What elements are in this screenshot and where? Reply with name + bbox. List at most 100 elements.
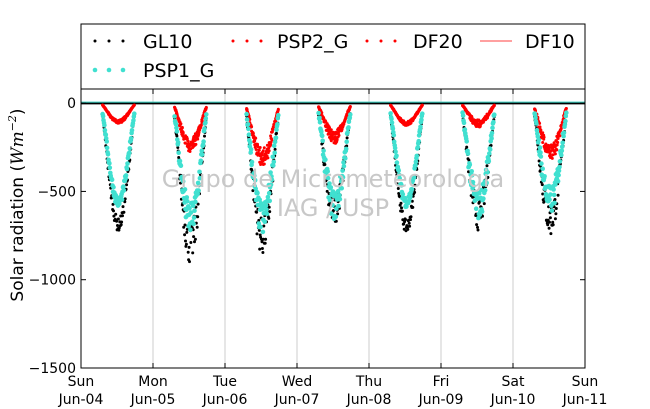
- point-PSP1_G-d4-5: [390, 126, 396, 131]
- point-PSP1_G-d4-19: [396, 172, 402, 178]
- point-GL10-d2-63: [273, 147, 277, 151]
- zero-reference: [81, 101, 585, 105]
- point-PSP2_G-d2-39: [262, 162, 266, 166]
- point-PSP1_G-d1-27: [184, 195, 190, 200]
- point-PSP1_G-d1-53: [196, 188, 201, 193]
- point-GL10-d1-44: [193, 240, 196, 244]
- point-DF20-d3-54: [341, 124, 345, 128]
- point-PSP1_G-d1-3: [173, 121, 179, 127]
- point-PSP1_G-d1-12: [177, 158, 183, 164]
- point-PSP1_G-d0-12: [105, 152, 111, 157]
- point-DF20-d3-28: [329, 128, 333, 132]
- point-DF20-d3-43: [336, 135, 340, 139]
- legend-item-PSP1_G: PSP1_G: [92, 60, 214, 82]
- point-GL10-d5-34: [476, 228, 480, 232]
- point-GL10-d6-10: [537, 159, 541, 163]
- point-DF20-d6-57: [558, 128, 562, 132]
- point-PSP1_G-d1-14: [178, 163, 184, 168]
- point-DF20-d6-21: [542, 135, 546, 139]
- point-GL10-d1-5: [175, 134, 179, 138]
- point-PSP1_G-d1-5: [174, 129, 180, 134]
- point-GL10-d6-33: [548, 220, 551, 224]
- point-PSP1_G-d4-62: [416, 138, 422, 144]
- point-PSP1_G-d2-56: [269, 177, 275, 183]
- point-PSP1_G-d4-14: [394, 160, 400, 165]
- point-PSP1_G-d6-38: [549, 208, 555, 213]
- point-GL10-d2-41: [263, 241, 267, 245]
- point-GL10-d2-50: [267, 205, 271, 209]
- x-tick-label-date-5: Jun-09: [418, 392, 464, 408]
- point-PSP1_G-d6-46: [553, 182, 558, 187]
- point-DF20-d6-55: [558, 134, 561, 138]
- point-PSP1_G-d5-53: [484, 180, 489, 186]
- point-GL10-d0-41: [119, 223, 123, 227]
- point-DF20-d1-54: [197, 131, 201, 135]
- point-PSP1_G-d3-43: [335, 188, 341, 194]
- point-PSP1_G-d6-4: [534, 121, 539, 126]
- point-GL10-d4-38: [406, 227, 410, 231]
- point-PSP1_G-d0-5: [102, 128, 108, 133]
- point-PSP1_G-d4-8: [391, 139, 397, 144]
- point-PSP1_G-d1-58: [198, 158, 204, 164]
- point-PSP1_G-d2-61: [271, 143, 277, 149]
- point-PSP1_G-d1-68: [203, 120, 208, 125]
- point-PSP1_G-d2-17: [252, 173, 257, 178]
- point-GL10-d0-53: [125, 183, 129, 187]
- legend-item-PSP2_G: PSP2_G: [231, 31, 348, 53]
- legend-marker-DF20-2: [393, 39, 397, 43]
- watermark: Grupo de Micrometeorologia IAG / USP: [162, 165, 504, 222]
- point-DF20-d1-70: [204, 106, 208, 110]
- point-PSP1_G-d2-31: [258, 224, 263, 230]
- point-PSP1_G-d1-69: [203, 116, 209, 121]
- point-DF20-d3-41: [335, 131, 339, 135]
- point-PSP1_G-d1-42: [191, 221, 196, 227]
- point-GL10-d4-49: [411, 205, 415, 209]
- y-tick-label-2: −1000: [29, 273, 76, 289]
- point-PSP1_G-d3-27: [328, 185, 334, 190]
- point-PSP1_G-d6-9: [536, 137, 541, 143]
- x-gridlines: [152, 89, 514, 368]
- legend-item-GL10: GL10: [93, 31, 193, 53]
- point-GL10-d6-20: [542, 200, 546, 204]
- point-GL10-d6-46: [553, 217, 557, 221]
- point-DF20-d2-24: [256, 142, 259, 146]
- point-PSP2_G-d1-34: [188, 150, 192, 153]
- point-PSP1_G-d2-58: [270, 154, 276, 160]
- point-PSP1_G-d5-16: [467, 162, 473, 168]
- point-PSP2_G-d2-18: [253, 139, 257, 143]
- point-DF20-d1-40: [191, 141, 195, 145]
- point-DF20-d1-19: [181, 130, 185, 134]
- point-GL10-d2-28: [257, 228, 261, 232]
- point-GL10-d0-50: [123, 197, 127, 201]
- point-PSP1_G-d4-58: [414, 153, 420, 159]
- point-PSP1_G-d0-9: [104, 139, 109, 144]
- point-PSP1_G-d0-68: [131, 118, 136, 123]
- legend: GL10 PSP2_G DF20 DF10 PSP1_G: [80, 23, 586, 90]
- point-PSP1_G-d0-1: [100, 114, 106, 119]
- point-PSP1_G-d4-20: [397, 176, 403, 181]
- point-PSP1_G-d5-55: [485, 169, 490, 175]
- point-PSP1_G-d6-64: [561, 133, 566, 139]
- point-PSP2_G-d1-47: [194, 142, 198, 146]
- point-PSP1_G-d4-44: [408, 193, 413, 198]
- point-PSP1_G-d4-3: [389, 120, 395, 125]
- point-PSP1_G-d2-29: [257, 197, 263, 203]
- point-DF20-d6-12: [538, 125, 542, 129]
- point-PSP1_G-d3-54: [340, 175, 346, 180]
- point-PSP1_G-d1-9: [176, 150, 181, 155]
- point-DF20-d5-52: [484, 117, 488, 121]
- point-DF20-d2-43: [264, 150, 268, 154]
- point-GL10-d1-42: [192, 235, 196, 239]
- point-PSP1_G-d0-59: [127, 150, 132, 155]
- point-DF20-d5-70: [492, 103, 496, 107]
- point-PSP1_G-d6-44: [552, 200, 557, 206]
- point-GL10-d1-22: [183, 233, 187, 237]
- point-GL10-d0-23: [111, 202, 115, 206]
- point-PSP1_G-d2-20: [253, 186, 258, 191]
- point-DF20-d2-20: [254, 136, 258, 140]
- point-PSP1_G-d3-53: [340, 168, 345, 173]
- point-PSP1_G-d6-43: [551, 192, 557, 198]
- point-GL10-d4-24: [400, 206, 403, 210]
- point-PSP1_G-d2-44: [264, 207, 269, 212]
- point-GL10-d0-31: [115, 219, 119, 223]
